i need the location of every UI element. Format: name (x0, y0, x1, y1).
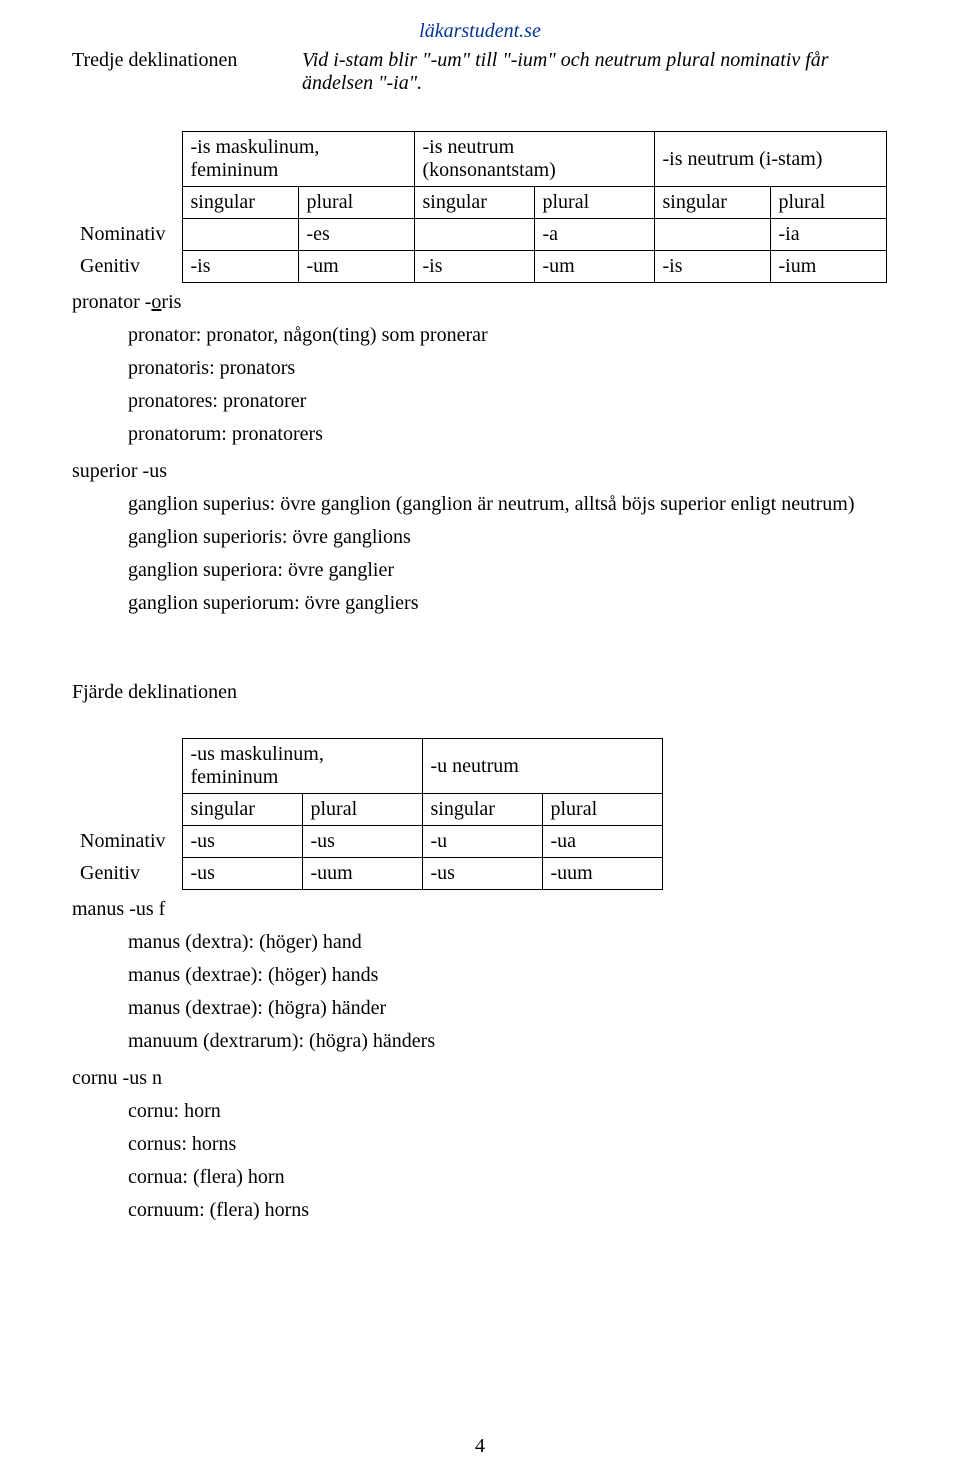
section4-title: Fjärde deklinationen (72, 677, 888, 708)
table-declination-4: -us maskulinum, femininum -u neutrum sin… (72, 738, 663, 890)
section3-title: Tredje deklinationen (72, 49, 302, 72)
table-row: Nominativ -es -a -ia (72, 219, 886, 251)
table-row: -us maskulinum, femininum -u neutrum (72, 739, 662, 794)
group-header: -us maskulinum, femininum (182, 739, 422, 794)
group-header: -is neutrum (i-stam) (654, 132, 886, 187)
example-line: manus (dextrae): (höger) hands (128, 960, 888, 991)
example-line: manuum (dextrarum): (högra) händers (128, 1026, 888, 1057)
table-row: Genitiv -is -um -is -um -is -ium (72, 251, 886, 283)
table-cell (654, 219, 770, 251)
example-line: ganglion superius: övre ganglion (gangli… (128, 489, 888, 520)
sub-header: singular (182, 794, 302, 826)
table-cell: -is (182, 251, 298, 283)
table-row: singular plural singular plural (72, 794, 662, 826)
row-label: Genitiv (72, 858, 182, 890)
table-row: -is maskulinum, femininum -is neutrum (k… (72, 132, 886, 187)
example-line: manus (dextra): (höger) hand (128, 927, 888, 958)
group-header: -is neutrum (konsonantstam) (414, 132, 654, 187)
example-line: ganglion superioris: övre ganglions (128, 522, 888, 553)
table-cell: -u (422, 826, 542, 858)
example-label: superior -us (72, 456, 888, 487)
table-cell (182, 219, 298, 251)
table-cell: -um (534, 251, 654, 283)
table-row: singular plural singular plural singular… (72, 187, 886, 219)
row-label: Nominativ (72, 826, 182, 858)
page-number: 4 (0, 1435, 960, 1458)
table-row: Genitiv -us -uum -us -uum (72, 858, 662, 890)
table-cell: -uum (302, 858, 422, 890)
table-cell: -us (182, 858, 302, 890)
table-corner (72, 187, 182, 219)
table-cell: -ia (770, 219, 886, 251)
example-line: pronator: pronator, någon(ting) som pron… (128, 320, 888, 351)
table-cell: -is (414, 251, 534, 283)
example-line: cornuum: (flera) horns (128, 1195, 888, 1226)
table-cell: -ua (542, 826, 662, 858)
table-cell: -us (302, 826, 422, 858)
table-corner (72, 739, 182, 794)
table-cell: -a (534, 219, 654, 251)
example-line: pronatorum: pronatorers (128, 419, 888, 450)
sub-header: plural (298, 187, 414, 219)
example-label: pronator -oris (72, 287, 888, 318)
table-cell (414, 219, 534, 251)
sub-header: singular (422, 794, 542, 826)
sub-header: plural (302, 794, 422, 826)
table-cell: -us (182, 826, 302, 858)
sub-header: plural (770, 187, 886, 219)
table-cell: -is (654, 251, 770, 283)
table-cell: -us (422, 858, 542, 890)
sub-header: plural (542, 794, 662, 826)
row-label: Nominativ (72, 219, 182, 251)
row-label: Genitiv (72, 251, 182, 283)
table-corner (72, 794, 182, 826)
table-row: Nominativ -us -us -u -ua (72, 826, 662, 858)
example-line: ganglion superiora: övre ganglier (128, 555, 888, 586)
example-line: cornu: horn (128, 1096, 888, 1127)
table-cell: -uum (542, 858, 662, 890)
group-header: -is maskulinum, femininum (182, 132, 414, 187)
table-cell: -es (298, 219, 414, 251)
sub-header: singular (414, 187, 534, 219)
table-corner (72, 132, 182, 187)
example-label: manus -us f (72, 894, 888, 925)
example-line: ganglion superiorum: övre gangliers (128, 588, 888, 619)
sub-header: singular (182, 187, 298, 219)
example-line: pronatores: pronatorer (128, 386, 888, 417)
sub-header: plural (534, 187, 654, 219)
table-cell: -um (298, 251, 414, 283)
example-line: cornus: horns (128, 1129, 888, 1160)
site-name: läkarstudent.se (72, 20, 888, 43)
section3-subtitle: Vid i-stam blir "-um" till "-ium" och ne… (302, 49, 888, 95)
sub-header: singular (654, 187, 770, 219)
example-line: pronatoris: pronators (128, 353, 888, 384)
example-line: cornua: (flera) horn (128, 1162, 888, 1193)
group-header: -u neutrum (422, 739, 662, 794)
example-line: manus (dextrae): (högra) händer (128, 993, 888, 1024)
table-cell: -ium (770, 251, 886, 283)
example-label: cornu -us n (72, 1063, 888, 1094)
table-declination-3: -is maskulinum, femininum -is neutrum (k… (72, 131, 887, 283)
